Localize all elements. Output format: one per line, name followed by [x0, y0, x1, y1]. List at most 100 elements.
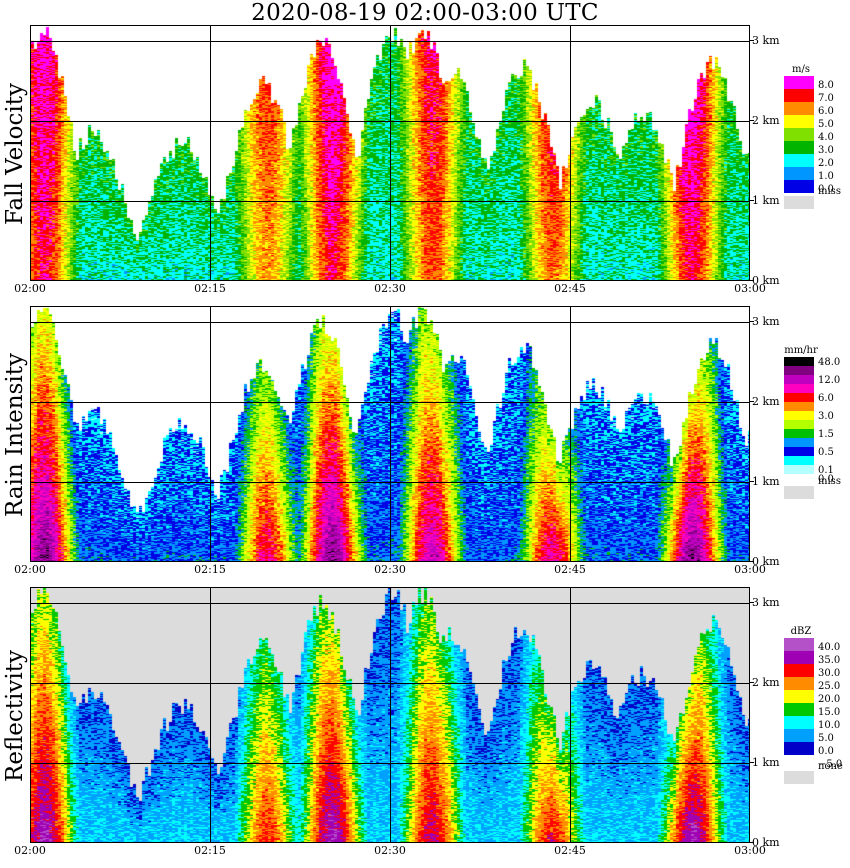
- y-tick-mark: [750, 842, 754, 843]
- legend-label: 1.0: [818, 171, 834, 182]
- legend-swatch: [784, 102, 814, 115]
- x-tick-label: 02:45: [554, 282, 586, 295]
- x-tick-label: 02:00: [14, 844, 46, 857]
- legend-swatch: [784, 384, 814, 393]
- legend-label: −5.0: [818, 759, 843, 770]
- legend-label: 40.0: [818, 642, 841, 653]
- grid-line-vertical: [570, 588, 571, 842]
- grid-line-vertical: [390, 307, 391, 561]
- legend-label: 8.0: [818, 80, 834, 91]
- y-tick-label: 2 km: [752, 676, 780, 689]
- legend-label: 10.0: [818, 720, 841, 731]
- y-tick-mark: [750, 280, 754, 281]
- x-tick-label: 02:30: [374, 844, 406, 857]
- legend-unit: mm/hr: [784, 345, 818, 356]
- x-tick-label: 03:00: [734, 844, 766, 857]
- y-axis-label: Reflectivity: [2, 650, 29, 782]
- y-tick-label: 0 km: [752, 274, 780, 287]
- legend-label: 12.0: [818, 375, 841, 386]
- legend-swatch: [784, 411, 814, 420]
- y-tick-mark: [750, 40, 754, 41]
- legend-swatch: [784, 115, 814, 128]
- legend-label: 6.0: [818, 393, 834, 404]
- legend-unit: m/s: [792, 64, 810, 75]
- legend-swatch: [784, 474, 814, 483]
- legend-label: 1.5: [818, 429, 834, 440]
- legend-swatch: [784, 89, 814, 102]
- legend-swatch: [784, 664, 814, 677]
- x-tick-label: 02:00: [14, 282, 46, 295]
- grid-line-vertical: [390, 588, 391, 842]
- legend-label: 20.0: [818, 694, 841, 705]
- y-tick-mark: [750, 200, 754, 201]
- legend-swatch: [784, 402, 814, 411]
- fall-velocity-heatmap: [30, 25, 750, 281]
- color-legend: m/s 8.0 7.0 6.0 5.0 4.0 3.0 2.0 1.0 0.0 miss: [784, 64, 841, 209]
- grid-line-vertical: [210, 26, 211, 280]
- legend-label: 0.0: [818, 474, 834, 485]
- grid-line-vertical: [570, 26, 571, 280]
- legend-label: 25.0: [818, 681, 841, 692]
- legend-swatch: [784, 128, 814, 141]
- y-tick-label: 0 km: [752, 555, 780, 568]
- legend-missing-label: miss: [818, 476, 841, 487]
- y-tick-label: 2 km: [752, 114, 780, 127]
- legend-swatch: [784, 729, 814, 742]
- legend-label: 0.1: [818, 465, 834, 476]
- color-legend: mm/hr 48.0 12.0 6.0 3.0 1.5 0.5 0.1 0.0 miss: [784, 345, 841, 499]
- legend-missing-label: miss: [818, 186, 841, 197]
- y-tick-mark: [750, 120, 754, 121]
- legend-label: 3.0: [818, 145, 834, 156]
- x-tick-label: 02:30: [374, 563, 406, 576]
- y-tick-mark: [750, 762, 754, 763]
- color-legend: dBZ 40.0 35.0 30.0 25.0 20.0 15.0 10.0 5.0 0.0 −5.…: [784, 626, 843, 784]
- legend-swatch: [784, 677, 814, 690]
- rain-intensity-panel: Rain Intensity 02:00 02:15 02:30 02:45 03:00…: [0, 306, 850, 586]
- legend-label: 0.0: [818, 746, 834, 757]
- y-tick-mark: [750, 561, 754, 562]
- y-tick-mark: [750, 481, 754, 482]
- y-tick-label: 3 km: [752, 596, 780, 609]
- x-tick-label: 02:15: [194, 282, 226, 295]
- legend-label: 0.5: [818, 447, 834, 458]
- legend-missing-swatch: [784, 486, 814, 499]
- legend-swatch: [784, 465, 814, 474]
- legend-swatch: [784, 447, 814, 456]
- y-tick-label: 1 km: [752, 194, 780, 207]
- y-tick-label: 3 km: [752, 315, 780, 328]
- y-axis-label: Fall Velocity: [2, 83, 29, 225]
- y-tick-label: 3 km: [752, 34, 780, 47]
- legend-swatch: [784, 690, 814, 703]
- legend-swatch: [784, 638, 814, 651]
- x-tick-label: 03:00: [734, 282, 766, 295]
- fall-velocity-panel: Fall Velocity 02:00 02:15 02:30 02:45 03:00 0…: [0, 25, 850, 305]
- x-tick-label: 02:00: [14, 563, 46, 576]
- legend-swatch: [784, 375, 814, 384]
- legend-label: 15.0: [818, 707, 841, 718]
- legend-label: 4.0: [818, 132, 834, 143]
- legend-swatch: [784, 651, 814, 664]
- x-tick-label: 02:45: [554, 563, 586, 576]
- x-tick-label: 02:45: [554, 844, 586, 857]
- legend-swatch: [784, 438, 814, 447]
- legend-swatch: [784, 742, 814, 755]
- legend-swatch: [784, 755, 814, 768]
- x-tick-label: 02:15: [194, 844, 226, 857]
- legend-missing-label: none: [818, 761, 843, 772]
- legend-label: 3.0: [818, 411, 834, 422]
- legend-swatch: [784, 154, 814, 167]
- legend-swatch: [784, 420, 814, 429]
- legend-swatch: [784, 429, 814, 438]
- legend-swatch: [784, 141, 814, 154]
- legend-swatch: [784, 366, 814, 375]
- chart-title: 2020-08-19 02:00-03:00 UTC: [251, 0, 599, 26]
- x-tick-label: 03:00: [734, 563, 766, 576]
- legend-label: 7.0: [818, 93, 834, 104]
- legend-label: 48.0: [818, 357, 841, 368]
- legend-swatch: [784, 167, 814, 180]
- legend-missing-swatch: [784, 196, 814, 209]
- y-tick-label: 0 km: [752, 836, 780, 849]
- reflectivity-heatmap: [30, 587, 750, 843]
- legend-label: 35.0: [818, 655, 841, 666]
- legend-swatch: [784, 357, 814, 366]
